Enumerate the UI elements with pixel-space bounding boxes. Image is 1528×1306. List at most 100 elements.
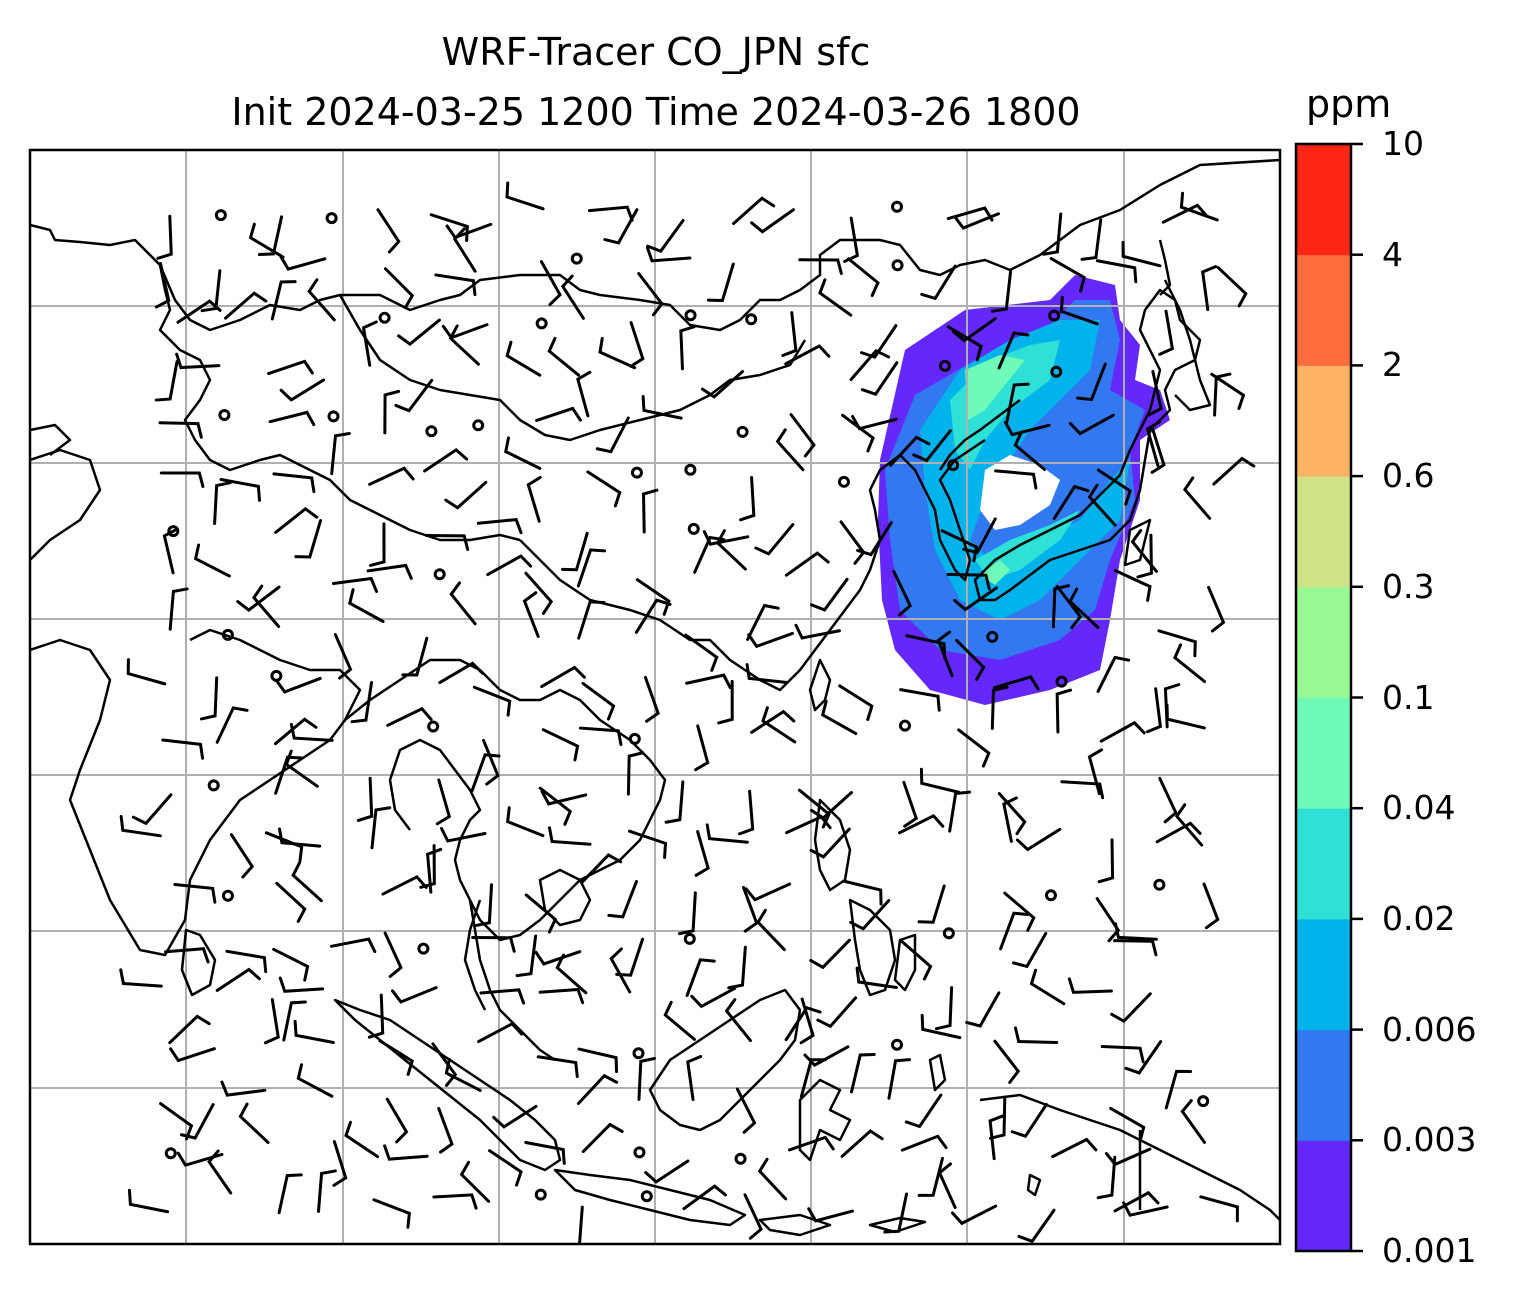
wind-barb-icon xyxy=(275,676,322,694)
wind-barb-icon xyxy=(168,587,189,631)
wind-barb-icon xyxy=(540,790,588,806)
wind-barb-icon xyxy=(1011,931,1048,969)
wind-barb-icon xyxy=(1100,1044,1145,1064)
calm-circle-icon xyxy=(1197,1095,1210,1108)
calm-circle-icon xyxy=(938,359,951,372)
wind-barb-icon xyxy=(993,1039,1021,1084)
wind-barb-icon xyxy=(887,1058,911,1100)
wind-barb-icon xyxy=(626,751,645,796)
wind-barb-icon xyxy=(820,699,858,736)
calm-wind-markers xyxy=(164,200,1210,1203)
wind-barb-icon xyxy=(372,1198,411,1229)
calm-circle-icon xyxy=(687,522,700,535)
wind-barb-icon xyxy=(541,728,580,762)
wind-barb-icon xyxy=(1179,191,1219,222)
wind-barb-icon xyxy=(401,636,429,677)
wind-barb-icon xyxy=(997,331,1030,370)
wind-barb-icon xyxy=(207,1149,233,1195)
wind-barb-icon xyxy=(448,324,480,366)
wind-barb-icon xyxy=(279,255,327,271)
wind-barb-icon xyxy=(850,1053,876,1094)
colorbar-block xyxy=(1296,697,1351,809)
wind-barb-icon xyxy=(684,633,719,672)
wind-barb-icon xyxy=(169,1047,216,1063)
wind-barb-icon xyxy=(784,551,830,577)
wind-barb-icon xyxy=(1067,977,1113,994)
wind-barb-icon xyxy=(505,340,542,377)
calm-circle-icon xyxy=(417,942,430,955)
wind-barb-icon xyxy=(535,406,582,422)
wind-barb-icon xyxy=(587,205,634,222)
wind-barb-icon xyxy=(1174,803,1204,847)
wind-barb-icon xyxy=(238,1102,270,1144)
wind-barb-icon xyxy=(690,986,737,1009)
wind-barb-icon xyxy=(229,833,255,879)
wind-barb-icon xyxy=(578,726,623,747)
wind-barb-icon xyxy=(173,882,217,904)
wind-barb-icon xyxy=(742,885,759,933)
wind-barb-icon xyxy=(1165,703,1206,730)
wind-barb-icon xyxy=(953,586,999,612)
wind-barb-icon xyxy=(694,830,710,877)
wind-barb-icon xyxy=(263,998,280,1045)
calm-circle-icon xyxy=(640,1190,653,1203)
wind-barb-icon xyxy=(213,481,232,526)
wind-barb-icon xyxy=(810,577,849,612)
wind-barb-icon xyxy=(278,976,325,993)
wind-barb-icon xyxy=(643,675,660,723)
wind-barb-icon xyxy=(159,1102,194,1141)
colorbar-block xyxy=(1296,808,1351,920)
wind-barb-icon xyxy=(220,1080,267,1097)
wind-barb-icon xyxy=(920,264,957,301)
wind-barb-icon xyxy=(368,466,415,486)
colorbar-block xyxy=(1296,918,1351,1031)
wind-barb-icon xyxy=(176,299,222,324)
calm-circle-icon xyxy=(1044,889,1057,902)
wind-barb-icon xyxy=(434,273,477,297)
wind-barb-icon xyxy=(1182,476,1212,520)
wind-barb-icon xyxy=(477,1021,524,1044)
wind-barb-icon xyxy=(586,470,622,508)
wind-barb-icon xyxy=(580,853,623,884)
calm-circle-icon xyxy=(736,425,749,438)
wind-barb-icon xyxy=(252,584,281,629)
calm-circle-icon xyxy=(630,466,643,479)
wind-barb-icon xyxy=(645,246,692,263)
wind-barb-icon xyxy=(1052,484,1090,521)
colorbar-tick-label: 10 xyxy=(1382,124,1424,163)
wind-barb-icon xyxy=(471,935,516,953)
wind-barb-icon xyxy=(1212,456,1256,486)
calm-circle-icon xyxy=(214,209,227,222)
colorbar-tick-label: 0.02 xyxy=(1382,898,1456,938)
wind-barb-icon xyxy=(386,706,433,727)
wind-barb-icon xyxy=(1087,748,1104,796)
wind-barb-icon xyxy=(492,1104,538,1129)
wind-barb-icon xyxy=(609,947,632,994)
wind-barb-icon xyxy=(267,359,314,376)
wind-barb-icon xyxy=(789,413,816,458)
wind-barb-icon xyxy=(1164,1069,1193,1110)
wind-barb-icon xyxy=(685,958,716,997)
wind-barb-icon xyxy=(860,361,899,397)
wind-barb-icon xyxy=(803,1045,850,1067)
wind-barb-icon xyxy=(131,793,173,826)
wind-barb-icon xyxy=(431,1042,458,1087)
wind-barb-icon xyxy=(784,1005,822,1042)
wind-barb-icon xyxy=(992,675,1040,691)
wind-barb-icon xyxy=(277,1173,303,1215)
wind-barb-icon xyxy=(664,780,685,824)
wind-barb-icon xyxy=(743,1193,763,1240)
wind-barb-icon xyxy=(629,321,645,368)
wind-barb-icon xyxy=(376,208,401,254)
colorbar-block xyxy=(1296,144,1351,256)
wind-barb-icon xyxy=(1059,295,1099,326)
wind-barb-icon xyxy=(705,823,749,844)
wind-barb-icon xyxy=(747,631,794,649)
wind-barb-icon xyxy=(1207,585,1226,633)
wind-barb-icon xyxy=(526,475,542,523)
wind-barb-icon xyxy=(1096,655,1131,693)
wind-barb-icon xyxy=(547,336,581,377)
calm-circle-icon xyxy=(633,1146,646,1159)
